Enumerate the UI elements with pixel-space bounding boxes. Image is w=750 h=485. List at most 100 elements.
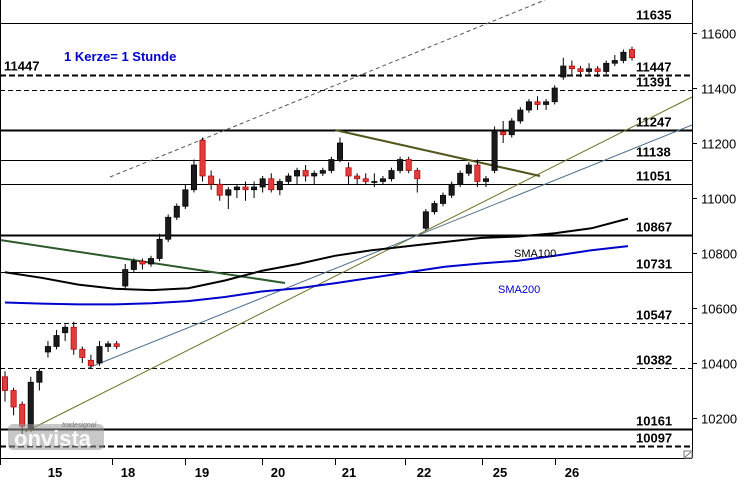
level-label-left-11447: 11447 [4,59,39,74]
candle [79,346,86,363]
candle-body-down [113,343,120,347]
candle [560,57,567,80]
candle-body-up [482,178,489,182]
candle-body-down [10,390,17,408]
candle [465,162,472,176]
candle [208,170,215,190]
candle-body-up [620,51,627,61]
y-tick-label: 10400 [701,357,737,372]
candles [1,46,636,435]
candle-body-down [87,359,94,367]
level-label-10731: 10731 [636,257,672,272]
candle [620,49,627,64]
candle [70,321,77,355]
candle-body-down [414,170,421,180]
candle-body-down [70,326,77,350]
candle-body-up [62,326,69,334]
candle [139,258,146,270]
candle [405,156,412,174]
candle [508,118,515,138]
candle [628,46,636,61]
level-lines [0,23,692,448]
candle [603,60,610,75]
candle [422,209,429,231]
candle [491,126,498,174]
x-tick-label: 20 [271,465,285,480]
candle [276,178,283,196]
candle-body-down [1,376,9,391]
candle-body-up [53,335,60,347]
candle-body-up [165,216,172,240]
candle [474,159,481,187]
candle-body-up [233,186,240,191]
candle-body-down [79,348,86,358]
candle [500,121,507,143]
candle-body-down [577,68,584,72]
candle [379,176,386,185]
candle [328,156,335,174]
candle-body-up [397,159,404,171]
level-label-11051: 11051 [636,169,671,184]
candle [517,107,524,124]
candle [457,170,464,187]
uptrend-line-secondary [87,124,693,369]
candle [242,181,249,201]
y-tick-label: 11600 [701,27,736,42]
candle-body-up [586,68,593,72]
candle [431,200,438,215]
candle-body-down [216,183,223,196]
watermark-text: onvista [14,426,92,451]
candle-body-down [354,175,361,180]
candle [354,173,361,185]
candle-body-up [379,178,386,182]
candle-body-down [500,131,507,136]
y-tick-label: 11200 [701,137,736,152]
candle-body-down [628,49,636,59]
candle-body-up [44,346,51,353]
y-axis-background [692,0,750,480]
x-tick-label: 26 [565,465,579,480]
candle-body-up [96,346,103,364]
candle [448,181,455,198]
chart-subtitle: 1 Kerze= 1 Stunde [64,49,176,64]
candle-body-down [362,178,369,182]
resize-corner-diagonal [684,451,692,458]
uptrend-line-main [24,96,693,433]
candle-body-up [36,370,43,383]
candle-body-down [345,167,352,177]
candle [96,341,103,366]
candle-body-up [508,120,515,136]
candle [525,99,532,113]
x-tick-label: 25 [493,465,507,480]
candle [44,341,51,358]
candle [551,85,558,105]
candle-body-up [319,170,326,174]
candle [268,173,275,193]
candle [586,63,593,75]
series-line-sma100 [4,217,629,292]
candle [371,173,378,187]
candle-body-up [251,186,258,191]
candle [27,376,34,432]
candle [577,66,584,77]
series-line-sma200 [4,245,629,306]
candle-body-up [560,65,567,78]
candle-body-up [431,203,438,213]
moving-average-lines [4,217,629,306]
candle [319,167,326,176]
candle [62,324,69,341]
y-tick-label: 11400 [701,82,736,97]
candle-body-down [405,159,412,171]
candle-body-up [448,183,455,196]
candle [259,176,266,193]
candle [105,341,112,352]
candle-body-up [525,101,532,111]
x-tick-label: 15 [48,465,62,480]
candle [543,99,550,110]
x-tick-label: 18 [121,465,135,480]
candle-body-up [603,62,610,72]
candle-body-up [336,142,343,160]
candle [216,178,223,201]
